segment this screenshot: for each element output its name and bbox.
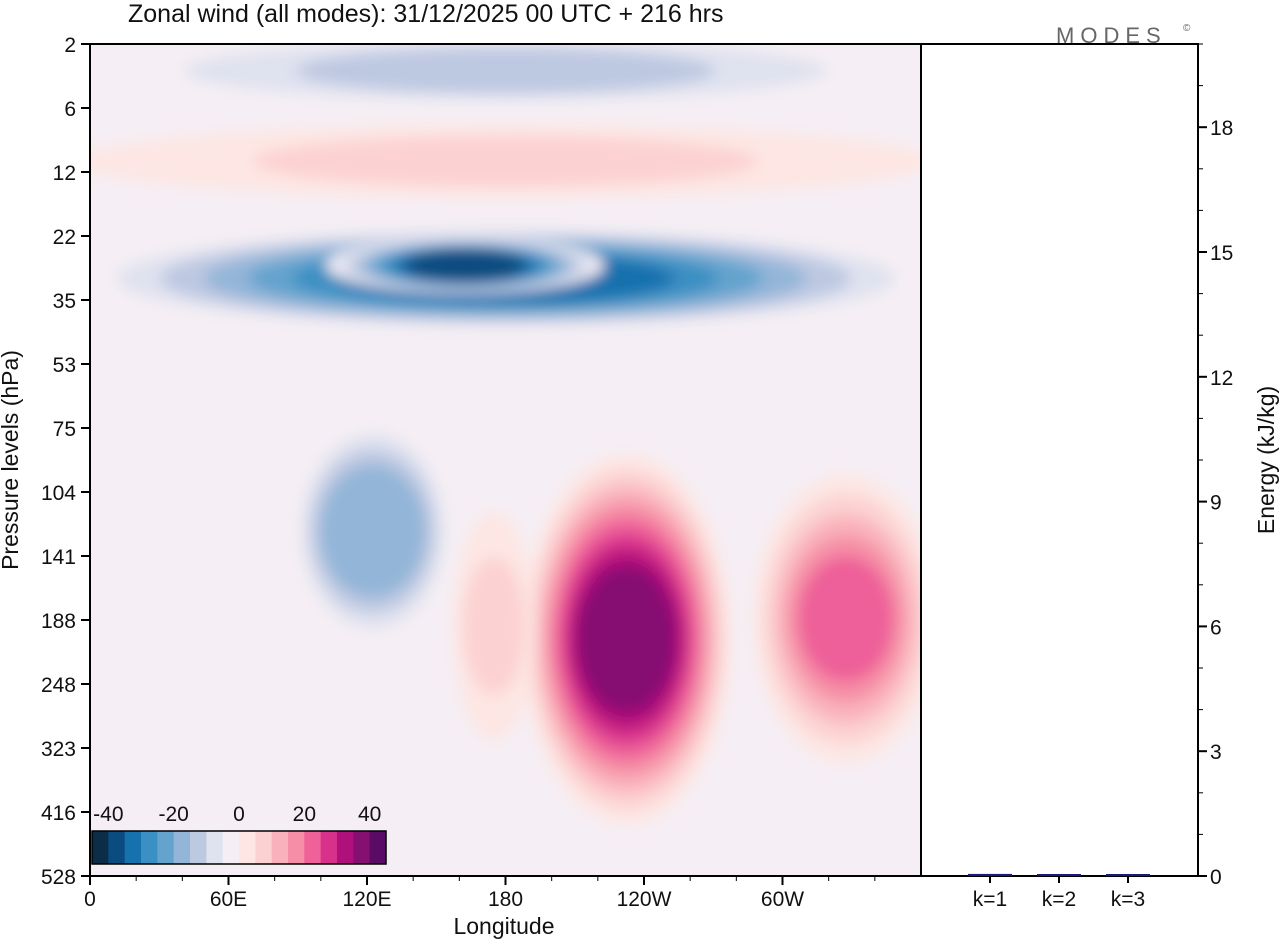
energy-tick-label: 15 <box>1210 242 1233 265</box>
energy-tick-label: 12 <box>1210 367 1233 390</box>
colorbar-swatch <box>124 831 142 864</box>
colorbar-label: 0 <box>233 803 245 826</box>
wind-feature <box>522 453 732 825</box>
colorbar-swatch <box>190 831 207 864</box>
pressure-axis: 2 6 12 22 35 53 75 104 141 188 248 323 416 528 <box>41 34 90 889</box>
wind-feature <box>325 237 605 294</box>
colorbar-label: 20 <box>293 803 316 826</box>
pressure-tick-label: 6 <box>64 98 76 121</box>
colorbar-swatch <box>271 831 289 864</box>
energy-axis: 0 3 6 9 12 15 18 <box>1198 43 1233 889</box>
modes-logo-mark: © <box>1183 23 1191 34</box>
energy-axis-label: Energy (kJ/kg) <box>1253 386 1279 534</box>
pressure-tick-label: 188 <box>41 610 76 633</box>
colorbar-swatch <box>320 831 338 864</box>
longitude-tick-label: 120W <box>617 888 672 911</box>
colorbar-swatch <box>141 831 158 864</box>
energy-bar <box>1106 874 1150 876</box>
pressure-tick-label: 2 <box>64 34 76 57</box>
colorbar-swatch <box>173 831 191 864</box>
colorbar-swatch <box>206 831 224 864</box>
pressure-tick-label: 141 <box>41 546 76 569</box>
colorbar-label: -20 <box>158 803 188 826</box>
longitude-tick-label: 0 <box>84 888 96 911</box>
colorbar-label: -40 <box>93 803 123 826</box>
pressure-tick-label: 248 <box>41 674 76 697</box>
energy-tick-label: 3 <box>1210 741 1222 764</box>
pressure-tick-label: 12 <box>53 162 76 185</box>
wind-feature <box>90 44 921 108</box>
energy-bar-chart: k=1 k=2 k=3 <box>968 873 1150 911</box>
pressure-tick-label: 104 <box>41 482 76 505</box>
wind-feature <box>452 512 536 741</box>
longitude-tick-label: 180 <box>488 888 523 911</box>
x-axis-label: Longitude <box>453 913 554 939</box>
pressure-tick-label: 35 <box>53 290 76 313</box>
pressure-tick-label: 53 <box>53 354 76 377</box>
energy-bar-label: k=3 <box>1111 888 1145 911</box>
pressure-tick-label: 323 <box>41 738 76 761</box>
colorbar-swatch <box>288 831 305 864</box>
colorbar: -40 -20 0 20 40 <box>91 803 387 865</box>
colorbar-frame <box>91 830 387 865</box>
colorbar-swatch <box>304 831 322 864</box>
colorbar-swatch <box>353 831 371 864</box>
heatmap-fill <box>90 44 921 876</box>
colorbar-swatch <box>337 831 354 864</box>
colorbar-swatch <box>239 831 256 864</box>
longitude-tick-label: 60E <box>210 888 247 911</box>
wind-feature <box>752 474 921 764</box>
colorbar-swatch <box>108 831 126 864</box>
y-axis-label: Pressure levels (hPa) <box>0 350 23 570</box>
energy-tick-label: 18 <box>1210 117 1233 140</box>
colorbar-swatch <box>157 831 175 864</box>
pressure-tick-label: 75 <box>53 418 76 441</box>
colorbar-swatch <box>255 831 273 864</box>
energy-bar-label: k=2 <box>1042 888 1076 911</box>
energy-tick-label: 0 <box>1210 866 1222 889</box>
wind-feature <box>90 124 921 199</box>
energy-tick-label: 6 <box>1210 616 1222 639</box>
pressure-tick-label: 416 <box>41 802 76 825</box>
colorbar-swatch <box>222 831 240 864</box>
chart-title: Zonal wind (all modes): 31/12/2025 00 UT… <box>128 0 723 28</box>
colorbar-label: 40 <box>358 803 381 826</box>
colorbar-swatch <box>369 831 387 864</box>
wind-heatmap <box>90 44 921 876</box>
energy-panel-frame <box>920 43 1199 877</box>
wind-feature <box>291 417 455 645</box>
longitude-tick-label: 60W <box>761 888 804 911</box>
energy-bar <box>968 873 1012 876</box>
colorbar-swatch <box>92 831 109 864</box>
longitude-tick-label: 120E <box>342 888 391 911</box>
pressure-tick-label: 22 <box>53 226 76 249</box>
energy-tick-label: 9 <box>1210 492 1222 515</box>
energy-bar-label: k=1 <box>973 888 1007 911</box>
pressure-tick-label: 528 <box>41 866 76 889</box>
longitude-axis: 0 60E 120E 180 120W 60W <box>84 876 876 911</box>
energy-bar <box>1037 874 1081 876</box>
